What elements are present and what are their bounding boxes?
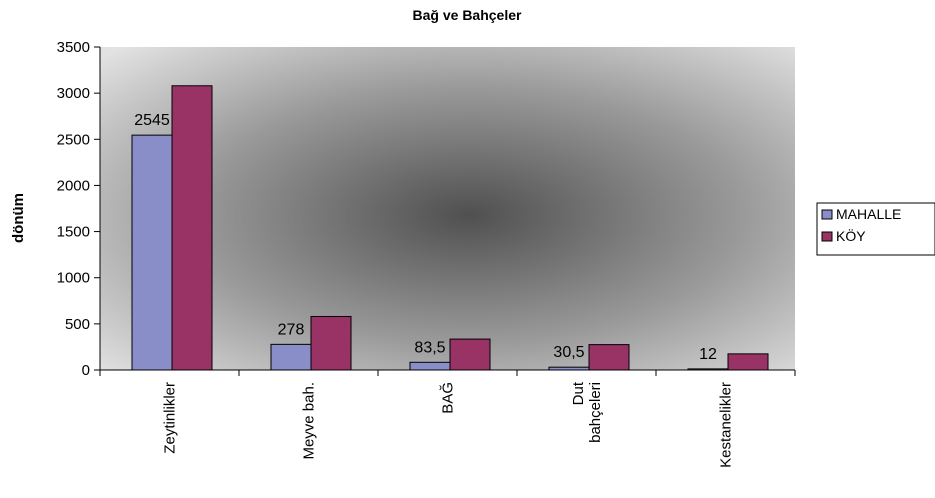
bar-mahalle-0	[131, 134, 173, 371]
bar-mahalle-1	[270, 343, 312, 371]
x-category-label: Meyve bah.	[301, 382, 318, 460]
legend-box	[816, 202, 935, 256]
y-tick-label: 3500	[57, 39, 90, 56]
x-category-label: BAĞ	[440, 382, 457, 414]
data-label: 2545	[134, 112, 170, 129]
y-tick-label: 2000	[57, 177, 90, 194]
y-tick-label: 1000	[57, 270, 90, 287]
data-label: 278	[278, 321, 305, 338]
y-tick-label: 1500	[57, 224, 90, 241]
legend-label-mahalle: MAHALLE	[836, 206, 901, 222]
x-category-label: Dutbahçeleri	[570, 381, 604, 443]
legend-swatch-mahalle	[821, 209, 833, 220]
y-tick-label: 2500	[57, 131, 90, 148]
bar-köy-2	[449, 338, 491, 371]
data-label: 30,5	[553, 344, 584, 361]
bar-köy-1	[310, 315, 352, 371]
bar-köy-0	[171, 85, 213, 371]
legend-swatch-köy	[821, 231, 833, 242]
chart-title: Bağ ve Bahçeler	[413, 7, 522, 23]
bar-köy-4	[727, 353, 769, 371]
bar-köy-3	[588, 344, 630, 371]
data-label: 12	[699, 346, 717, 363]
y-axis-label: dönüm	[10, 193, 27, 243]
data-label: 83,5	[414, 339, 445, 356]
y-tick-label: 3000	[57, 85, 90, 102]
y-tick-label: 500	[65, 316, 90, 333]
bar-mahalle-2	[409, 361, 451, 371]
x-category-label: Kestanelikler	[718, 382, 735, 468]
y-tick-label: 0	[82, 362, 90, 379]
legend-label-köy: KÖY	[836, 227, 866, 244]
x-category-label: Zeytinlikler	[162, 382, 179, 454]
plot-area	[100, 47, 795, 370]
